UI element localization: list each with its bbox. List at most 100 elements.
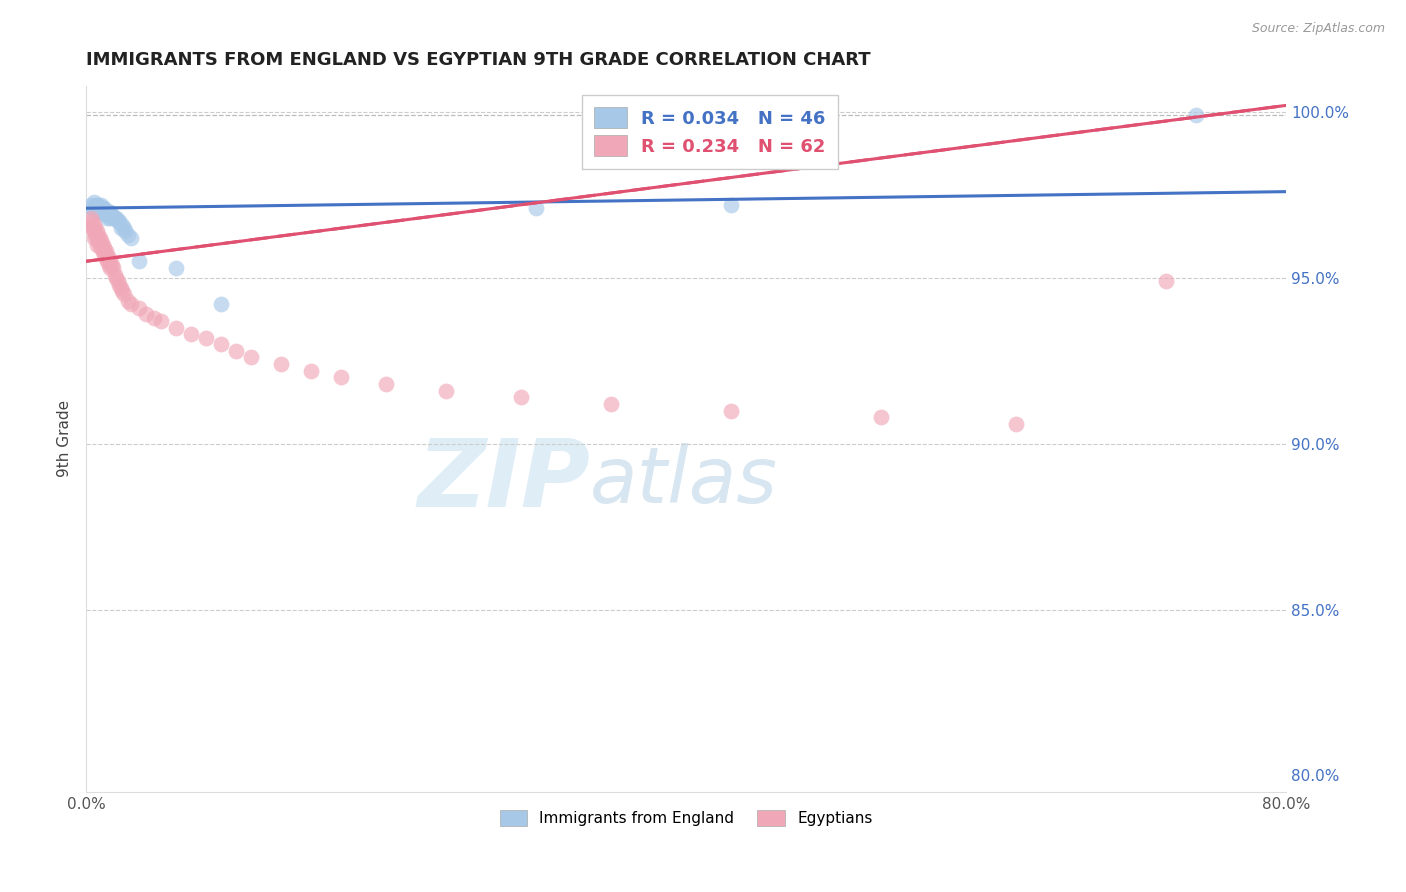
Point bbox=[117, 294, 139, 309]
Legend: Immigrants from England, Egyptians: Immigrants from England, Egyptians bbox=[492, 803, 880, 834]
Point bbox=[105, 271, 128, 285]
Point bbox=[90, 235, 112, 249]
Point bbox=[510, 390, 533, 404]
Point bbox=[87, 198, 110, 212]
Point bbox=[434, 384, 457, 398]
Point bbox=[91, 244, 114, 259]
Point bbox=[91, 237, 114, 252]
Point bbox=[83, 194, 105, 209]
Point bbox=[93, 204, 115, 219]
Point bbox=[110, 281, 132, 295]
Point bbox=[1005, 417, 1028, 431]
Point bbox=[135, 307, 157, 321]
Point bbox=[96, 211, 118, 226]
Point bbox=[103, 268, 125, 282]
Point bbox=[84, 198, 107, 212]
Point bbox=[524, 201, 547, 215]
Point bbox=[97, 204, 120, 219]
Point bbox=[84, 201, 107, 215]
Point bbox=[79, 218, 101, 232]
Point bbox=[97, 258, 120, 272]
Point bbox=[128, 301, 150, 315]
Point bbox=[83, 204, 105, 219]
Point bbox=[89, 201, 111, 215]
Point bbox=[80, 201, 103, 215]
Point bbox=[720, 403, 742, 417]
Point bbox=[117, 227, 139, 242]
Point bbox=[120, 231, 142, 245]
Point bbox=[96, 204, 118, 219]
Point bbox=[114, 224, 136, 238]
Point bbox=[1185, 108, 1208, 122]
Text: Source: ZipAtlas.com: Source: ZipAtlas.com bbox=[1251, 22, 1385, 36]
Point bbox=[225, 343, 247, 358]
Point bbox=[120, 297, 142, 311]
Point bbox=[108, 277, 131, 292]
Point bbox=[150, 314, 173, 328]
Point bbox=[101, 211, 124, 226]
Point bbox=[108, 214, 131, 228]
Point bbox=[870, 410, 893, 425]
Point bbox=[165, 320, 187, 334]
Point bbox=[1154, 274, 1177, 288]
Point bbox=[83, 231, 105, 245]
Point bbox=[209, 337, 232, 351]
Point bbox=[91, 201, 114, 215]
Point bbox=[195, 330, 218, 344]
Point bbox=[270, 357, 292, 371]
Point bbox=[105, 211, 128, 226]
Text: IMMIGRANTS FROM ENGLAND VS EGYPTIAN 9TH GRADE CORRELATION CHART: IMMIGRANTS FROM ENGLAND VS EGYPTIAN 9TH … bbox=[86, 51, 870, 69]
Point bbox=[94, 208, 117, 222]
Point bbox=[107, 274, 129, 288]
Point bbox=[100, 208, 122, 222]
Point bbox=[98, 260, 121, 275]
Point bbox=[330, 370, 353, 384]
Point bbox=[107, 214, 129, 228]
Point bbox=[98, 204, 121, 219]
Point bbox=[97, 208, 120, 222]
Point bbox=[89, 204, 111, 219]
Point bbox=[80, 214, 103, 228]
Text: atlas: atlas bbox=[591, 443, 778, 519]
Point bbox=[93, 201, 115, 215]
Point bbox=[87, 227, 110, 242]
Point bbox=[86, 204, 108, 219]
Point bbox=[90, 198, 112, 212]
Point bbox=[86, 231, 108, 245]
Point bbox=[89, 237, 111, 252]
Point bbox=[87, 204, 110, 219]
Point bbox=[84, 227, 107, 242]
Point bbox=[100, 258, 122, 272]
Point bbox=[87, 235, 110, 249]
Point bbox=[142, 310, 165, 325]
Point bbox=[112, 287, 135, 301]
Point bbox=[79, 211, 101, 226]
Point bbox=[86, 201, 108, 215]
Point bbox=[80, 221, 103, 235]
Point bbox=[112, 221, 135, 235]
Point bbox=[180, 327, 202, 342]
Point bbox=[128, 254, 150, 268]
Point bbox=[86, 224, 108, 238]
Point bbox=[98, 254, 121, 268]
Point bbox=[90, 241, 112, 255]
Point bbox=[86, 198, 108, 212]
Point bbox=[94, 204, 117, 219]
Point bbox=[101, 260, 124, 275]
Point bbox=[97, 251, 120, 265]
Point bbox=[79, 198, 101, 212]
Point bbox=[240, 351, 263, 365]
Point bbox=[98, 211, 121, 226]
Point bbox=[299, 364, 322, 378]
Text: ZIP: ZIP bbox=[418, 435, 591, 527]
Point bbox=[93, 247, 115, 261]
Point bbox=[83, 218, 105, 232]
Point bbox=[86, 237, 108, 252]
Point bbox=[600, 397, 623, 411]
Point bbox=[165, 260, 187, 275]
Point bbox=[83, 224, 105, 238]
Point bbox=[90, 204, 112, 219]
Point bbox=[375, 377, 398, 392]
Point bbox=[111, 218, 134, 232]
Point bbox=[94, 244, 117, 259]
